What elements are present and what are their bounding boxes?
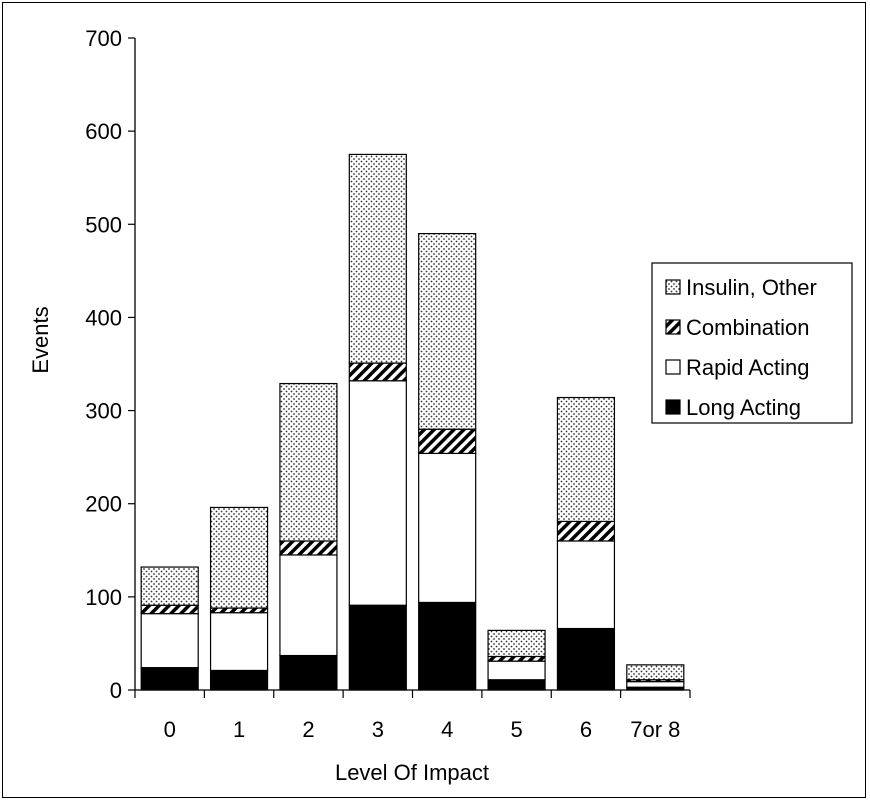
bar-insulin-other <box>556 396 616 523</box>
x-tick-label: 6 <box>580 717 592 742</box>
bar-combination <box>418 428 477 455</box>
bar-insulin-other <box>209 506 269 609</box>
y-tick-label: 200 <box>85 492 122 517</box>
bar-rapid-acting <box>487 660 546 681</box>
bar-insulin-other <box>279 382 338 542</box>
x-tick-label: 5 <box>510 717 522 742</box>
bar-rapid-acting <box>348 380 407 606</box>
bar-combination <box>556 520 616 542</box>
bar-combination <box>487 655 546 662</box>
x-tick-label: 3 <box>372 717 384 742</box>
bar-insulin-other <box>418 233 477 430</box>
x-tick-label: 1 <box>233 717 245 742</box>
y-tick-label: 500 <box>85 212 122 237</box>
bar-long-acting <box>279 654 338 691</box>
tick-labels: 0 100 200 300 400 500 600 700 0 1 2 3 4 5 6 7or 8 <box>85 26 680 742</box>
bar-combination <box>279 540 338 556</box>
legend-label-combination: Combination <box>686 315 810 340</box>
bars <box>140 153 685 691</box>
legend-swatch-combination <box>665 319 681 335</box>
bar-rapid-acting <box>418 452 477 604</box>
x-tick-label: 4 <box>441 717 453 742</box>
bar-long-acting <box>418 601 477 691</box>
x-tick-label: 7or 8 <box>630 717 680 742</box>
legend-label-long-acting: Long Acting <box>686 395 801 420</box>
y-tick-label: 0 <box>110 678 122 703</box>
legend-label-rapid-acting: Rapid Acting <box>686 355 810 380</box>
legend: Insulin, Other Combination Rapid Acting Lon… <box>651 262 853 424</box>
bar-rapid-acting <box>279 554 338 657</box>
y-tick-label: 300 <box>85 399 122 424</box>
y-tick-label: 100 <box>85 585 122 610</box>
y-tick-label: 700 <box>85 26 122 51</box>
bar-insulin-other <box>348 153 407 364</box>
bar-long-acting <box>487 679 546 691</box>
bar-insulin-other <box>487 629 546 658</box>
y-tick-label: 600 <box>85 119 122 144</box>
bar-long-acting <box>348 604 407 691</box>
bar-rapid-acting <box>140 613 199 669</box>
legend-swatch-rapid-acting <box>665 359 681 375</box>
x-tick-label: 0 <box>164 717 176 742</box>
bar-rapid-acting <box>556 540 616 630</box>
y-axis-title: Events <box>28 306 53 373</box>
y-tick-label: 400 <box>85 305 122 330</box>
bar-rapid-acting <box>209 612 269 672</box>
bar-combination <box>140 604 199 615</box>
bar-insulin-other <box>140 566 199 606</box>
legend-swatch-long-acting <box>665 399 681 415</box>
bar-long-acting <box>209 669 269 691</box>
x-tick-label: 2 <box>302 717 314 742</box>
legend-box <box>651 262 853 424</box>
bar-long-acting <box>140 667 199 691</box>
legend-swatch-insulin-other <box>665 279 681 295</box>
bar-insulin-other <box>626 664 685 681</box>
bar-combination <box>209 607 269 614</box>
legend-label-insulin-other: Insulin, Other <box>686 275 817 300</box>
bar-combination <box>348 362 407 382</box>
bar-rapid-acting <box>626 681 685 688</box>
bar-long-acting <box>556 627 616 691</box>
x-axis-title: Level Of Impact <box>335 760 489 785</box>
